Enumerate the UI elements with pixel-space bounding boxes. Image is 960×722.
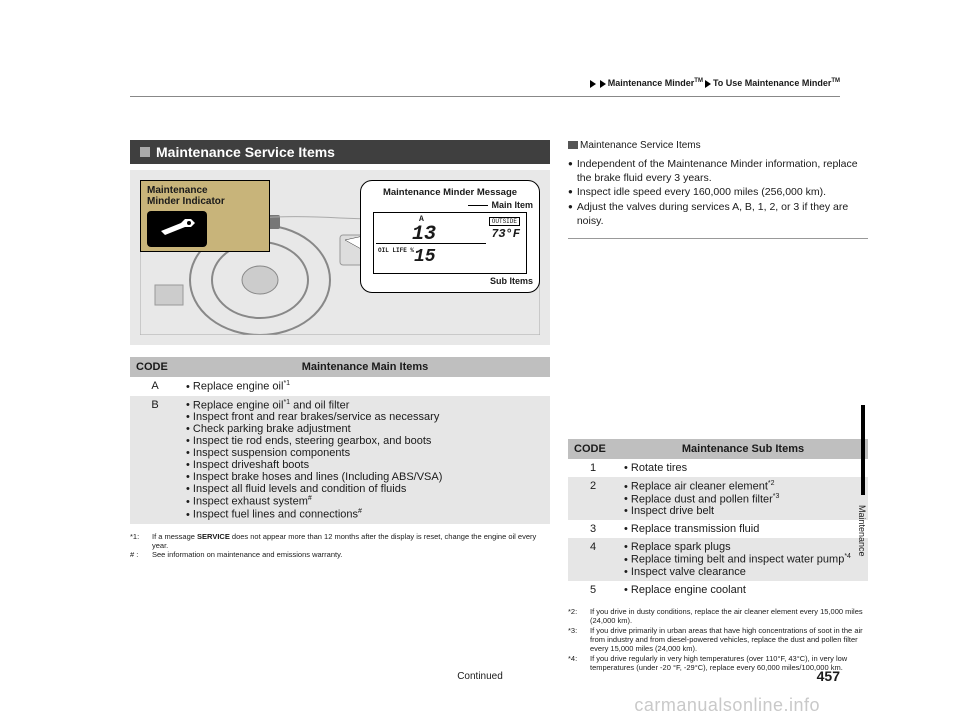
table-row: 1Rotate tires [568,459,868,477]
list-item: Replace transmission fluid [624,523,862,535]
list-item: Inspect all fluid levels and condition o… [186,483,544,495]
footnote: *1:If a message SERVICE does not appear … [130,532,550,551]
minder-message-box: Maintenance Minder Message Main Item A O… [360,180,540,293]
section-header: Maintenance Service Items [130,140,550,164]
side-tab: Maintenance [851,405,865,495]
section-title: Maintenance Service Items [156,144,335,160]
left-column: Maintenance Service Items [130,140,550,672]
list-item: Rotate tires [624,462,862,474]
list-item: Check parking brake adjustment [186,423,544,435]
page-number: 457 [817,668,840,684]
dashboard-diagram: Maintenance Minder Indicator Maintenance… [130,170,550,345]
footnote: # :See information on maintenance and em… [130,550,550,559]
list-item: Replace spark plugs [624,541,862,553]
table-row: 3Replace transmission fluid [568,520,868,538]
tm2: TM [831,78,840,84]
footnote: *2:If you drive in dusty conditions, rep… [568,607,868,626]
main-footnotes: *1:If a message SERVICE does not appear … [130,532,550,560]
code-cell: B [130,396,180,524]
table-row: 4 Replace spark plugs Replace timing bel… [568,538,868,581]
side-tab-label: Maintenance [857,505,867,557]
main-th-code: CODE [130,357,180,377]
sidebar-heading: Maintenance Service Items [568,140,868,151]
list-item: Replace air cleaner element*2 [624,480,862,493]
header-rule [130,96,840,97]
breadcrumb-a: Maintenance Minder [608,78,695,88]
content-columns: Maintenance Service Items [130,140,900,672]
list-item: Inspect fuel lines and connections# [186,508,544,521]
sidebar-bullet: Inspect idle speed every 160,000 miles (… [568,185,868,199]
sidebar-note: Maintenance Service Items Independent of… [568,140,868,239]
list-item: Inspect exhaust system# [186,495,544,508]
display-temp: 73°F [491,227,520,241]
watermark: carmanualsonline.info [634,695,820,716]
list-item: Inspect brake hoses and lines (Including… [186,471,544,483]
main-item-label: Main Item [367,200,533,210]
sub-footnotes: *2:If you drive in dusty conditions, rep… [568,607,868,673]
sidebar-bullet: Independent of the Maintenance Minder in… [568,157,868,185]
note-icon [568,141,578,149]
table-row: A Replace engine oil*1 [130,377,550,396]
items-cell: Replace engine oil*1 [180,377,550,396]
right-column: Maintenance Service Items Independent of… [568,140,868,672]
sub-items-table: CODEMaintenance Sub Items 1Rotate tires … [568,439,868,599]
badge-line2: Minder Indicator [147,196,225,207]
list-item: Replace engine oil*1 and oil filter [186,399,544,412]
main-items-table: CODEMaintenance Main Items A Replace eng… [130,357,550,524]
page: Maintenance MinderTMTo Use Maintenance M… [0,0,960,722]
msg-title: Maintenance Minder Message [367,187,533,198]
badge-line1: Maintenance [147,185,208,196]
list-item: Replace dust and pollen filter*3 [624,493,862,506]
display-15: 15 [414,247,436,267]
footnote: *3:If you drive primarily in urban areas… [568,626,868,654]
sub-items-label: Sub Items [367,276,533,286]
sub-th-code: CODE [568,439,618,459]
list-item: Inspect driveshaft boots [186,459,544,471]
breadcrumb-b: To Use Maintenance Minder [713,78,831,88]
list-item: Replace engine oil*1 [186,380,544,393]
list-item: Replace engine coolant [624,584,862,596]
table-row: 5Replace engine coolant [568,581,868,599]
sub-th-desc: Maintenance Sub Items [618,439,868,459]
square-bullet-icon [140,147,150,157]
sidebar-bullet: Adjust the valves during services A, B, … [568,200,868,228]
list-item: Inspect drive belt [624,505,862,517]
table-row: 2 Replace air cleaner element*2 Replace … [568,477,868,520]
list-item: Inspect valve clearance [624,566,862,578]
list-item: Replace timing belt and inspect water pu… [624,553,862,566]
wrench-icon [147,211,207,247]
list-item: Inspect tie rod ends, steering gearbox, … [186,435,544,447]
table-row: B Replace engine oil*1 and oil filter In… [130,396,550,524]
tm1: TM [694,78,703,84]
items-cell: Replace engine oil*1 and oil filter Insp… [180,396,550,524]
main-th-desc: Maintenance Main Items [180,357,550,377]
code-cell: A [130,377,180,396]
breadcrumb: Maintenance MinderTMTo Use Maintenance M… [588,78,840,88]
display-outside: OUTSIDE [489,217,520,226]
continued-label: Continued [457,671,503,682]
list-item: Inspect suspension components [186,447,544,459]
display-oil: OIL LIFE % [378,247,414,254]
list-item: Inspect front and rear brakes/service as… [186,411,544,423]
lcd-display: A OUTSIDE 73°F 13 OIL LIFE % 15 [373,212,527,274]
indicator-badge: Maintenance Minder Indicator [140,180,270,252]
